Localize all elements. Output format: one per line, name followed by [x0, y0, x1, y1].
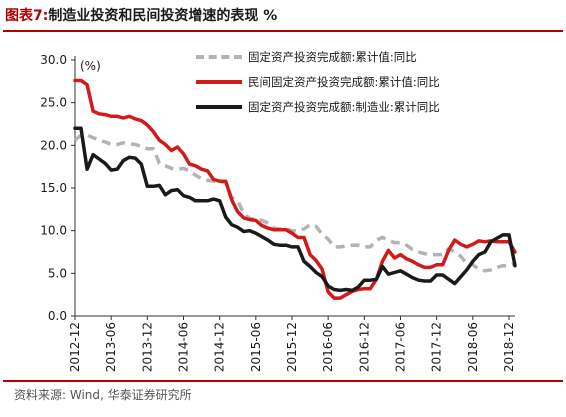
x-tick-label: 2017-12: [430, 322, 444, 372]
legend-label: 固定资产投资完成额:制造业:累计同比: [248, 99, 440, 114]
chart-legend: 固定资产投资完成额:累计值:同比 民间固定资产投资完成额:累计值:同比 固定资产…: [196, 44, 440, 119]
y-tick-label: 20.0: [40, 138, 67, 152]
x-tick-label: 2015-06: [249, 322, 263, 372]
x-tick-label: 2016-12: [357, 322, 371, 372]
legend-swatch-red: [196, 79, 242, 84]
x-tick-label: 2012-12: [68, 322, 82, 372]
x-tick-label: 2015-12: [285, 322, 299, 372]
series-line: [73, 126, 517, 293]
axes: [71, 56, 515, 320]
legend-item: 固定资产投资完成额:制造业:累计同比: [196, 94, 440, 119]
series-line: [73, 133, 516, 273]
series-lines: [73, 78, 517, 300]
x-tick-label: 2018-06: [466, 322, 480, 372]
y-tick-label: 25.0: [40, 96, 67, 110]
legend-swatch-black: [196, 104, 242, 109]
y-tick-label: 30.0: [40, 53, 67, 67]
legend-label: 民间固定资产投资完成额:累计值:同比: [248, 74, 440, 89]
figure-title: 图表7:制造业投资和民间投资增速的表现 %: [5, 4, 277, 28]
x-tick-label: 2016-06: [321, 322, 335, 372]
y-tick-label: 15.0: [40, 181, 67, 195]
x-tick-label: 2013-06: [104, 322, 118, 372]
title-rule: [3, 30, 563, 32]
x-tick-labels: 2012-12 2013-06 2013-12 2014-06 2014-12 2015-…: [68, 322, 516, 372]
figure-label: 图表7:: [5, 8, 49, 24]
legend-swatch-gray-dashed: [196, 54, 242, 59]
legend-item: 固定资产投资完成额:累计值:同比: [196, 44, 440, 69]
series-line: [73, 78, 517, 300]
figure-title-text: 制造业投资和民间投资增速的表现 %: [48, 8, 278, 24]
legend-label: 固定资产投资完成额:累计值:同比: [248, 49, 417, 64]
y-tick-labels: 0.0 5.0 10.0 15.0 20.0 25.0 30.0: [40, 53, 67, 323]
x-tick-label: 2014-06: [176, 322, 190, 372]
source-note: 资料来源: Wind, 华泰证券研究所: [14, 388, 192, 402]
legend-item: 民间固定资产投资完成额:累计值:同比: [196, 69, 440, 94]
y-axis-unit-label: (%): [80, 59, 101, 73]
y-tick-label: 10.0: [40, 224, 67, 238]
x-tick-label: 2017-06: [393, 322, 407, 372]
y-tick-label: 0.0: [48, 309, 67, 323]
x-tick-label: 2013-12: [140, 322, 154, 372]
x-tick-label: 2018-12: [502, 322, 516, 372]
y-tick-label: 5.0: [48, 266, 67, 280]
x-tick-label: 2014-12: [213, 322, 227, 372]
source-rule: [3, 380, 563, 382]
